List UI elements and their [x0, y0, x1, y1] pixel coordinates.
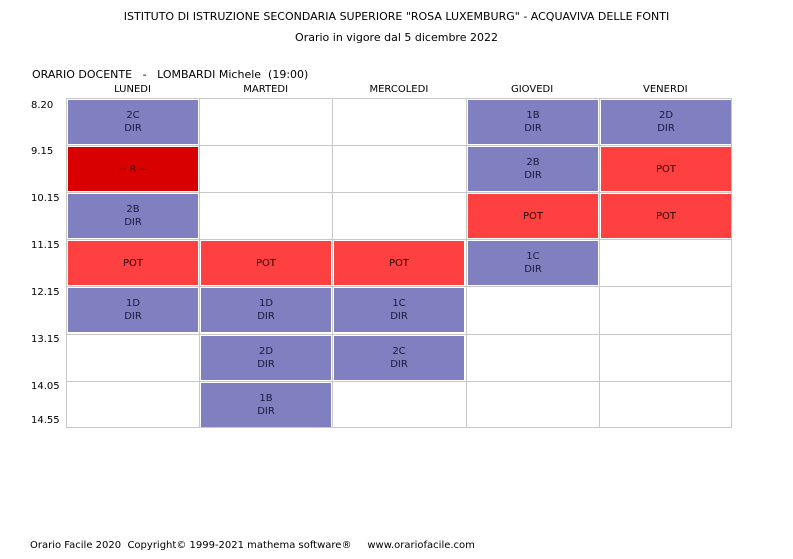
footer-product: Orario Facile 2020	[30, 540, 122, 551]
lesson-class: 1C	[392, 298, 406, 309]
lesson-cell[interactable]: POT	[601, 194, 731, 238]
lesson-type: DIR	[524, 123, 542, 134]
grid-hline	[66, 145, 732, 146]
time-label: 13.15	[31, 334, 60, 345]
footer: Orario Facile 2020 Copyright© 1999-2021 …	[30, 540, 475, 551]
lesson-type: DIR	[390, 311, 408, 322]
time-label: 14.55	[31, 415, 60, 426]
lesson-class: 2B	[526, 157, 540, 168]
lesson-cell[interactable]: POT	[68, 241, 198, 285]
lesson-class: 2C	[126, 110, 140, 121]
lesson-type: DIR	[124, 311, 142, 322]
lesson-class: 2D	[258, 346, 274, 357]
lesson-cell[interactable]: 2C DIR	[68, 100, 198, 144]
day-header-lunedi: LUNEDI	[114, 84, 151, 95]
teacher-label: ORARIO DOCENTE	[32, 68, 133, 81]
lesson-type: DIR	[657, 123, 675, 134]
lesson-cell[interactable]: 2D DIR	[601, 100, 731, 144]
lesson-type: DIR	[124, 123, 142, 134]
lesson-class: 1C	[526, 251, 540, 262]
grid-vline	[199, 98, 200, 428]
lesson-cell[interactable]: 1C DIR	[468, 241, 598, 285]
lesson-cell[interactable]: 2C DIR	[334, 336, 464, 380]
grid-hline	[66, 381, 732, 382]
lesson-cell[interactable]: POT	[468, 194, 598, 238]
lesson-class: 1D	[258, 298, 274, 309]
teacher-name: LOMBARDI Michele	[157, 68, 262, 81]
teacher-hours: (19:00)	[268, 68, 309, 81]
lesson-type: DIR	[124, 217, 142, 228]
lesson-class: POT	[522, 210, 543, 222]
grid-hline	[66, 334, 732, 335]
lesson-cell[interactable]: 2D DIR	[201, 336, 331, 380]
time-label: 12.15	[31, 287, 60, 298]
grid-vline	[466, 98, 467, 428]
teacher-heading: ORARIO DOCENTE - LOMBARDI Michele (19:00…	[32, 68, 308, 81]
lesson-cell[interactable]: 1B DIR	[468, 100, 598, 144]
lesson-type: DIR	[524, 170, 542, 181]
lesson-cell[interactable]: -- R --	[68, 147, 198, 191]
day-header-giovedi: GIOVEDI	[510, 84, 554, 95]
lesson-cell[interactable]: POT	[334, 241, 464, 285]
day-header-mercoledi: MERCOLEDI	[369, 84, 429, 95]
grid-hline	[66, 239, 732, 240]
grid-vline	[332, 98, 333, 428]
time-label: 9.15	[31, 146, 54, 157]
lesson-cell[interactable]: 1D DIR	[68, 288, 198, 332]
lesson-class: POT	[655, 163, 676, 175]
lesson-class: 1D	[125, 298, 141, 309]
school-title: ISTITUTO DI ISTRUZIONE SECONDARIA SUPERI…	[123, 10, 670, 23]
lesson-type: DIR	[257, 359, 275, 370]
footer-copyright: Copyright© 1999-2021 mathema software®	[127, 540, 352, 551]
lesson-class: POT	[655, 210, 676, 222]
lesson-class: 2B	[126, 204, 140, 215]
time-label: 11.15	[31, 240, 60, 251]
lesson-cell[interactable]: POT	[201, 241, 331, 285]
validity-date: Orario in vigore dal 5 dicembre 2022	[295, 31, 498, 44]
day-header-venerdi: VENERDI	[643, 84, 688, 95]
footer-website[interactable]: www.orariofacile.com	[367, 540, 475, 551]
grid-hline	[66, 286, 732, 287]
day-header-martedi: MARTEDI	[243, 84, 289, 95]
lesson-type: DIR	[390, 359, 408, 370]
lesson-class: 2D	[658, 110, 674, 121]
lesson-type: DIR	[524, 264, 542, 275]
lesson-cell[interactable]: POT	[601, 147, 731, 191]
lesson-class: POT	[122, 257, 143, 269]
time-label: 10.15	[31, 193, 60, 204]
lesson-class: 2C	[392, 346, 406, 357]
lesson-type: DIR	[257, 311, 275, 322]
time-label: 8.20	[31, 100, 54, 111]
timetable-grid	[66, 98, 732, 428]
lesson-cell[interactable]: 2B DIR	[68, 194, 198, 238]
lesson-type: DIR	[257, 406, 275, 417]
lesson-class: POT	[388, 257, 409, 269]
grid-vline	[599, 98, 600, 428]
time-label: 14.05	[31, 381, 60, 392]
lesson-cell[interactable]: 1B DIR	[201, 383, 331, 427]
grid-hline	[66, 192, 732, 193]
lesson-cell[interactable]: 1D DIR	[201, 288, 331, 332]
lesson-class: 1B	[526, 110, 540, 121]
lesson-cell[interactable]: 1C DIR	[334, 288, 464, 332]
lesson-cell[interactable]: 2B DIR	[468, 147, 598, 191]
teacher-separator: -	[142, 68, 147, 81]
lesson-class: 1B	[259, 393, 273, 404]
lesson-class: POT	[255, 257, 276, 269]
lesson-class: -- R --	[119, 163, 147, 175]
